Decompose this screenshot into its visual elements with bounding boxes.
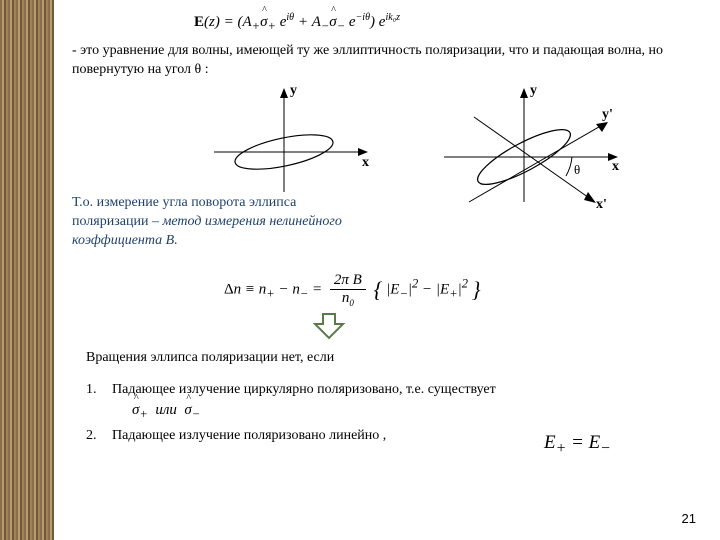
paragraph-1: - это уравнение для волны, имеющей ту же… bbox=[72, 42, 692, 80]
diagram-ellipse-left: y x bbox=[194, 82, 374, 207]
item-number-2: 2. bbox=[86, 428, 112, 444]
item-number-1: 1. bbox=[86, 382, 112, 398]
page-number: 21 bbox=[682, 511, 696, 526]
item-text-2: Падающее излучение поляризовано линейно … bbox=[112, 428, 386, 444]
paragraph-2: Вращения эллипса поляризации нет, если bbox=[86, 350, 334, 366]
equation-top: E(z) = (A+σ+ eiθ + A−σ− e−iθ) eik₀z bbox=[194, 12, 400, 34]
axis-yp-label: y' bbox=[602, 107, 613, 122]
decorative-sidebar bbox=[0, 0, 54, 540]
sigma-condition: σ+ или σ− bbox=[132, 402, 686, 422]
axis-x-label-2: x bbox=[612, 159, 619, 174]
arrow-down-icon bbox=[309, 312, 349, 347]
page-content: E(z) = (A+σ+ eiθ + A−σ− e−iθ) eik₀z - эт… bbox=[54, 0, 720, 540]
list-item: 1. Падающее излучение циркулярно поляриз… bbox=[86, 382, 686, 398]
axis-y-label: y bbox=[290, 83, 297, 98]
axis-xp-label: x' bbox=[596, 197, 607, 212]
note-method: Т.о. измерение угла поворота эллипса пол… bbox=[72, 194, 352, 251]
equation-e-equal: E+ = E− bbox=[544, 432, 611, 458]
theta-label: θ bbox=[574, 162, 580, 177]
equation-delta-n: Δn ≡ n+ − n− = 2π B n0 { |E−|2 − |E+|2 } bbox=[224, 272, 481, 308]
axis-y-label-2: y bbox=[530, 83, 537, 98]
diagram-ellipse-right: y x y' x' θ bbox=[424, 82, 644, 227]
item-text-1: Падающее излучение циркулярно поляризова… bbox=[112, 382, 496, 398]
axis-x-label: x bbox=[362, 155, 369, 170]
